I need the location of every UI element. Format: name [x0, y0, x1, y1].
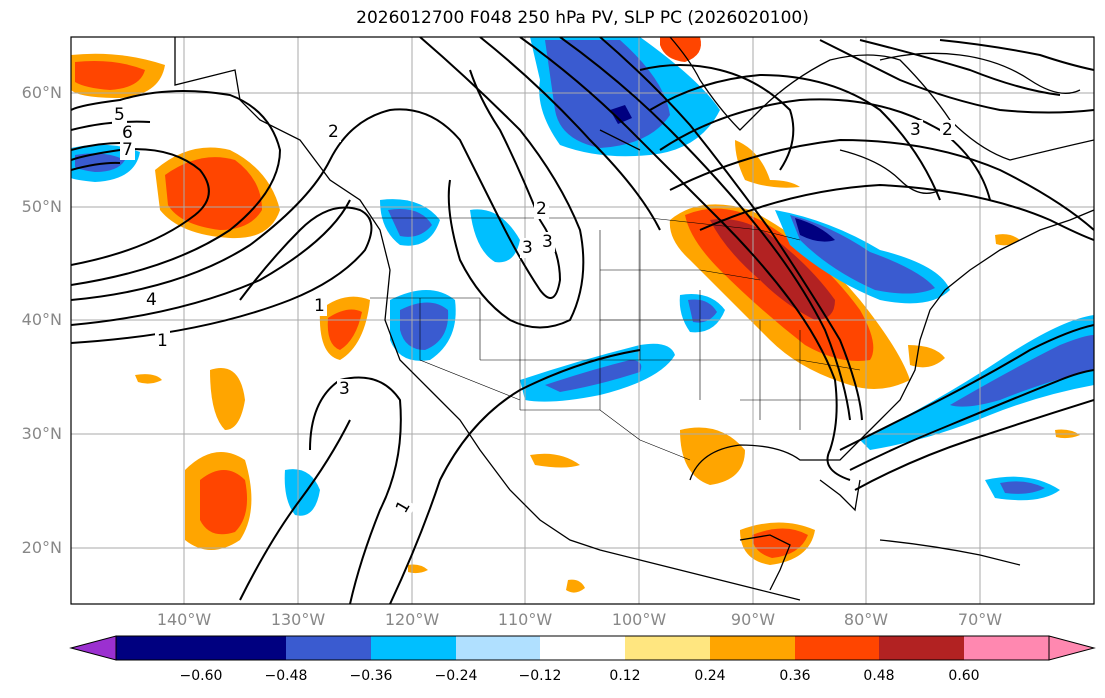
contour-label: 2 — [940, 120, 955, 140]
graticule — [71, 37, 1094, 604]
contour-label: 3 — [337, 379, 352, 399]
lat-label-40n: 40°N — [21, 310, 62, 329]
colorbar-tick: 0.36 — [779, 668, 811, 684]
lat-label-50n: 50°N — [21, 197, 62, 216]
lon-label-130w: 130°W — [270, 610, 326, 629]
pv-shading — [71, 37, 1094, 593]
coastlines — [174, 37, 1094, 601]
contour-label: 7 — [120, 140, 135, 160]
contour-label: 3 — [520, 238, 535, 258]
contour-label: 2 — [326, 122, 341, 142]
map-title: 2026012700 F048 250 hPa PV, SLP PC (2026… — [356, 8, 809, 28]
contour-label: 3 — [540, 232, 555, 252]
colorbar-tick: −0.12 — [518, 668, 562, 684]
colorbar-tick: −0.48 — [264, 668, 308, 684]
political-borders — [370, 217, 861, 461]
colorbar-tick: −0.60 — [179, 668, 223, 684]
lon-label-120w: 120°W — [384, 610, 440, 629]
colorbar-tick: 0.48 — [863, 668, 895, 684]
lon-label-80w: 80°W — [843, 610, 889, 629]
slp-contours — [71, 37, 1094, 604]
colorbar-tick: 0.60 — [948, 668, 980, 684]
lon-label-140w: 140°W — [156, 610, 212, 629]
contour-label: 3 — [908, 120, 923, 140]
lon-label-90w: 90°W — [730, 610, 776, 629]
lat-label-30n: 30°N — [21, 424, 62, 443]
lon-label-70w: 70°W — [957, 610, 1003, 629]
lon-label-100w: 100°W — [611, 610, 667, 629]
contour-label: 4 — [144, 290, 159, 310]
colorbar-tick: 0.12 — [609, 668, 641, 684]
contour-label: 1 — [155, 331, 170, 351]
lon-label-110w: 110°W — [497, 610, 553, 629]
contour-label: 2 — [534, 199, 549, 219]
colorbar — [69, 635, 1096, 661]
colorbar-tick: −0.24 — [434, 668, 478, 684]
lat-label-20n: 20°N — [21, 538, 62, 557]
lat-label-60n: 60°N — [21, 83, 62, 102]
colorbar-tick: −0.36 — [349, 668, 393, 684]
contour-label: 1 — [312, 296, 327, 316]
contour-label: 5 — [112, 105, 127, 125]
colorbar-tick: 0.24 — [694, 668, 726, 684]
contour-label: 6 — [120, 123, 135, 143]
